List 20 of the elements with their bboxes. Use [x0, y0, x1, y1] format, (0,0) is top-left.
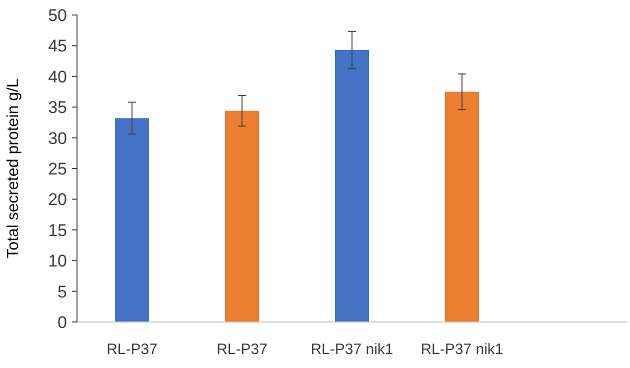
x-tick-label: RL-P37 nik1	[310, 341, 394, 358]
y-axis-title: Total secreted protein g/L	[5, 78, 22, 258]
y-tick-label: 15	[48, 220, 67, 240]
bar	[114, 118, 150, 322]
x-tick-label: RL-P37 nik1	[420, 341, 504, 358]
y-tick-label: 0	[58, 312, 67, 332]
y-tick-label: 10	[48, 252, 67, 271]
y-tick-label: 25	[48, 159, 67, 178]
x-tick-label: RL-P37	[106, 341, 158, 358]
y-tick-label: 35	[48, 98, 67, 118]
y-tick-label: 30	[48, 128, 67, 148]
bar	[444, 92, 480, 322]
bar	[224, 110, 260, 322]
y-tick-label: 40	[48, 67, 67, 86]
y-tick-label: 20	[48, 190, 67, 210]
y-tick-label: 50	[48, 6, 67, 25]
y-tick-label: 45	[48, 36, 67, 56]
y-tick-label: 5	[58, 282, 67, 302]
bar	[334, 50, 370, 322]
x-tick-label: RL-P37	[216, 341, 268, 358]
